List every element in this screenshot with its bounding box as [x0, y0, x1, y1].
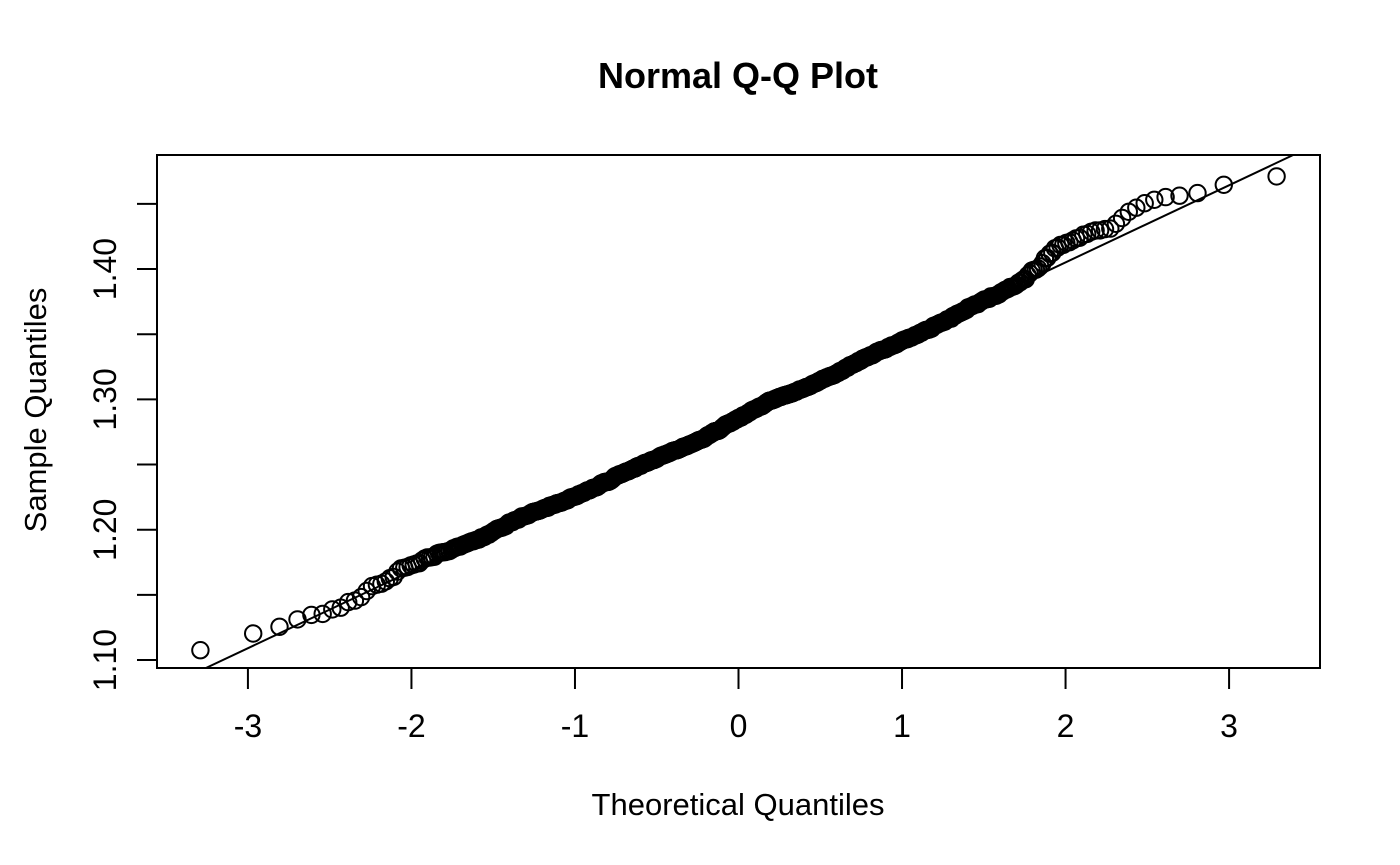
qq-point: [1188, 183, 1207, 203]
plot-title: Normal Q-Q Plot: [598, 55, 878, 96]
qq-point: [1026, 260, 1046, 279]
qq-point: [1028, 259, 1048, 278]
qq-point: [191, 641, 210, 660]
x-axis-label: Theoretical Quantiles: [592, 787, 885, 822]
x-tick-label: 1: [893, 708, 911, 744]
x-tick-label: -3: [234, 708, 262, 744]
qq-point: [1112, 208, 1132, 228]
y-tick-label: 1.20: [87, 499, 123, 561]
y-axis-label: Sample Quantiles: [18, 288, 53, 533]
qq-point: [1135, 194, 1154, 213]
qq-point: [1170, 186, 1189, 205]
qq-point: [1101, 219, 1120, 238]
x-tick-label: 3: [1220, 708, 1238, 744]
y-tick-label: 1.30: [87, 368, 123, 430]
qq-point: [357, 581, 376, 601]
qq-point: [1095, 219, 1115, 239]
x-tick-label: 2: [1057, 708, 1075, 744]
plot-box: [156, 154, 1321, 669]
x-tick-label: 0: [730, 708, 748, 744]
x-axis: -3 -2 -1 0 1 2 3: [234, 669, 1238, 744]
qq-points-group: [191, 167, 1286, 660]
x-tick-label: -1: [561, 708, 589, 744]
x-tick-label: -2: [397, 708, 425, 744]
y-axis: 1.10 1.20 1.30 1.40: [87, 202, 156, 691]
qq-point: [1156, 187, 1175, 207]
qq-point: [270, 617, 289, 636]
qq-point: [313, 604, 332, 624]
qq-point: [323, 600, 342, 619]
y-tick-label: 1.10: [87, 629, 123, 691]
y-tick-label: 1.40: [87, 238, 123, 300]
qq-point: [339, 592, 358, 612]
qq-point: [1145, 190, 1164, 210]
qq-point: [1086, 221, 1105, 240]
qq-point: [1106, 214, 1126, 234]
qq-point: [244, 624, 263, 643]
qq-point: [302, 605, 321, 625]
qq-point: [1214, 175, 1234, 195]
qq-point: [351, 587, 371, 607]
qq-point: [1267, 167, 1286, 186]
